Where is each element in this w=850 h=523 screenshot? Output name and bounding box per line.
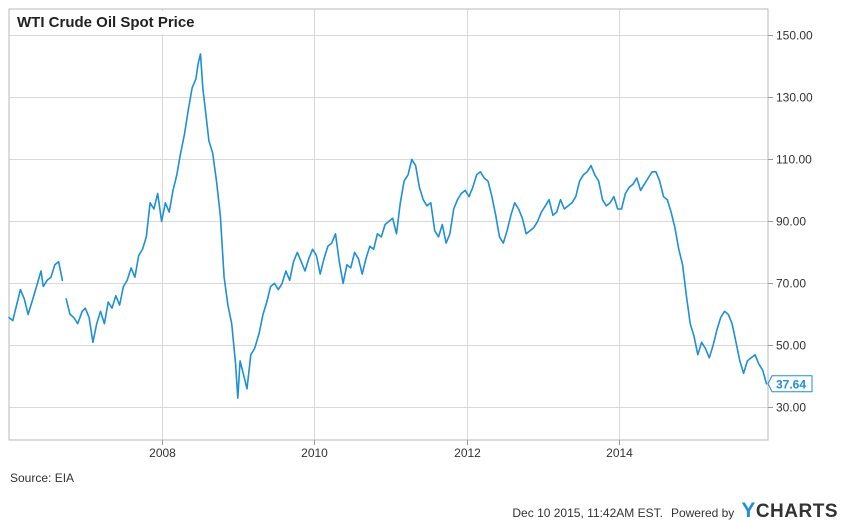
axis-ticks: 30.00 50.00 70.00 90.00 110.00 130.00 150.00 20…: [149, 29, 813, 461]
last-value-marker-layer: 37.64: [767, 375, 813, 393]
timestamp: Dec 10 2015, 11:42AM EST.: [512, 506, 663, 520]
footer: Dec 10 2015, 11:42AM EST. Powered by YCH…: [512, 499, 838, 523]
ycharts-logo[interactable]: YCHARTS: [741, 499, 838, 523]
chart-title: WTI Crude Oil Spot Price: [11, 11, 201, 34]
y-tick-label: 30.00: [776, 401, 806, 415]
x-tick-label: 2012: [454, 446, 481, 460]
x-tick-label: 2008: [149, 446, 176, 460]
y-tick-label: 90.00: [776, 215, 806, 229]
price-line-layer: [8, 53, 768, 399]
ycharts-logo-text: CHARTS: [755, 501, 838, 522]
last-value-badge: [767, 375, 813, 393]
x-tick-label: 2010: [301, 446, 328, 460]
grid-lines: [9, 9, 768, 440]
y-tick-label: 130.00: [776, 91, 813, 105]
y-tick-label: 110.00: [776, 153, 812, 167]
y-tick-label: 70.00: [776, 277, 806, 291]
y-tick-label: 50.00: [776, 339, 806, 353]
price-line-segment: [65, 53, 768, 399]
x-tick-label: 2014: [606, 446, 633, 460]
y-tick-label: 150.00: [776, 29, 813, 43]
plot-frame: [8, 8, 769, 441]
ycharts-logo-y: Y: [741, 499, 756, 522]
powered-by-label: Powered by: [670, 506, 735, 520]
price-line-segment: [8, 260, 64, 322]
source-label: Source: EIA: [10, 471, 75, 485]
last-value-label: 37.64: [776, 377, 806, 391]
